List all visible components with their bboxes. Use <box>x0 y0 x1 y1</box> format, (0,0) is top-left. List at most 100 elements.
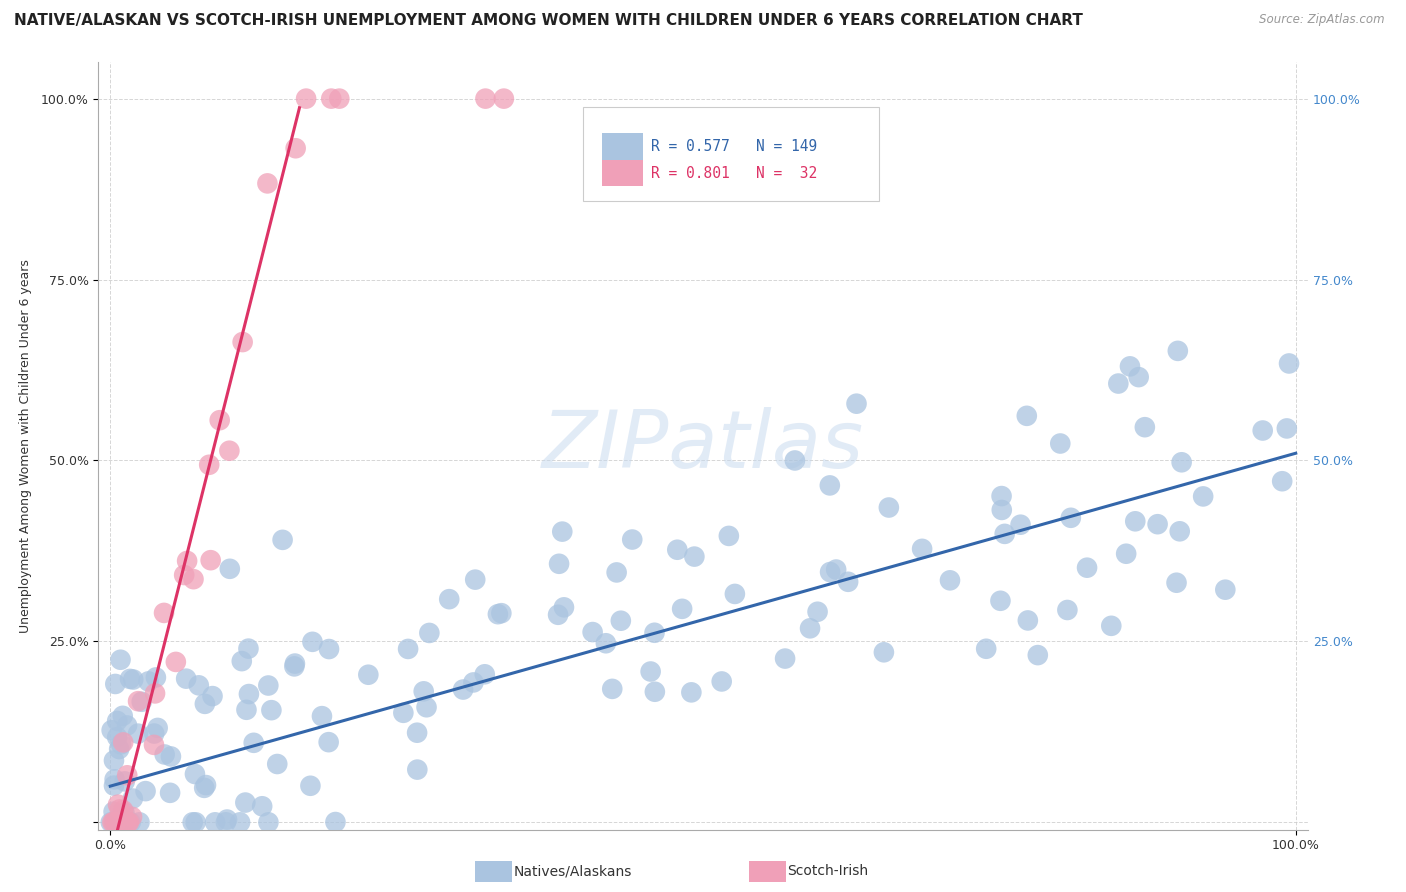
Point <box>260 703 283 717</box>
Point <box>1015 409 1038 423</box>
Point <box>257 815 280 830</box>
Point <box>553 600 575 615</box>
Point <box>486 607 509 622</box>
Text: R = 0.801   N =  32: R = 0.801 N = 32 <box>651 166 817 180</box>
Point <box>1170 455 1192 469</box>
Point <box>990 489 1012 503</box>
Point <box>671 602 693 616</box>
Point <box>644 685 666 699</box>
Point <box>581 625 603 640</box>
Point <box>644 625 666 640</box>
Text: ZIPatlas: ZIPatlas <box>541 407 865 485</box>
Point <box>818 565 841 579</box>
Point <box>873 645 896 659</box>
Point <box>118 815 141 830</box>
Point <box>990 594 1012 608</box>
Point <box>117 815 139 830</box>
Point <box>439 592 461 607</box>
Point <box>1017 614 1039 628</box>
Point <box>256 177 278 191</box>
Point <box>1278 356 1301 370</box>
Point <box>877 500 900 515</box>
Point <box>640 665 662 679</box>
Point <box>115 718 138 732</box>
Point <box>235 796 257 810</box>
Point <box>1168 524 1191 539</box>
Point <box>229 815 252 830</box>
Point <box>105 714 128 728</box>
Point <box>799 621 821 635</box>
Point <box>184 815 207 830</box>
Point <box>845 397 868 411</box>
Point <box>683 549 706 564</box>
Point <box>825 563 848 577</box>
Point <box>104 815 127 830</box>
Point <box>115 768 138 782</box>
Point <box>1010 517 1032 532</box>
Point <box>1213 582 1236 597</box>
Point <box>415 700 437 714</box>
Point <box>104 772 127 787</box>
Point <box>107 813 129 827</box>
Point <box>194 697 217 711</box>
Point <box>242 736 264 750</box>
Point <box>218 562 240 576</box>
Point <box>328 92 350 106</box>
Point <box>301 635 323 649</box>
Point <box>710 674 733 689</box>
Point <box>451 682 474 697</box>
Point <box>127 726 149 740</box>
Point <box>284 657 307 671</box>
Point <box>131 695 153 709</box>
Point <box>108 815 131 830</box>
Point <box>103 754 125 768</box>
Point <box>321 92 343 106</box>
Point <box>1166 575 1188 590</box>
Point <box>357 667 380 681</box>
Point <box>724 587 747 601</box>
Point <box>120 815 142 830</box>
Point <box>666 542 689 557</box>
Point <box>128 815 150 830</box>
Point <box>491 606 513 620</box>
Point <box>548 557 571 571</box>
Point <box>215 815 238 830</box>
Point <box>103 815 125 830</box>
Point <box>299 779 322 793</box>
Point <box>1275 421 1298 435</box>
Point <box>325 815 347 830</box>
Point <box>204 815 226 830</box>
Point <box>198 458 221 472</box>
Point <box>143 738 166 752</box>
Point <box>238 641 260 656</box>
Point <box>121 810 143 824</box>
Point <box>1123 514 1146 528</box>
Point <box>990 503 1012 517</box>
Point <box>138 674 160 689</box>
Point <box>110 737 132 751</box>
Point <box>103 815 125 830</box>
Point <box>318 642 340 657</box>
Point <box>118 672 141 686</box>
Point <box>837 574 859 589</box>
Point <box>1192 490 1215 504</box>
Point <box>235 703 257 717</box>
Y-axis label: Unemployment Among Women with Children Under 6 years: Unemployment Among Women with Children U… <box>20 259 32 633</box>
Point <box>717 529 740 543</box>
Point <box>193 780 215 795</box>
Point <box>187 678 209 692</box>
Point <box>311 709 333 723</box>
Point <box>200 553 222 567</box>
Point <box>1119 359 1142 374</box>
Point <box>159 786 181 800</box>
Point <box>1146 517 1168 532</box>
Point <box>108 742 131 756</box>
Point <box>105 730 128 744</box>
Point <box>1107 376 1129 391</box>
Point <box>160 749 183 764</box>
Point <box>218 443 240 458</box>
Text: Scotch-Irish: Scotch-Irish <box>787 864 869 879</box>
Point <box>107 797 129 812</box>
Point <box>103 805 125 819</box>
Point <box>994 527 1017 541</box>
